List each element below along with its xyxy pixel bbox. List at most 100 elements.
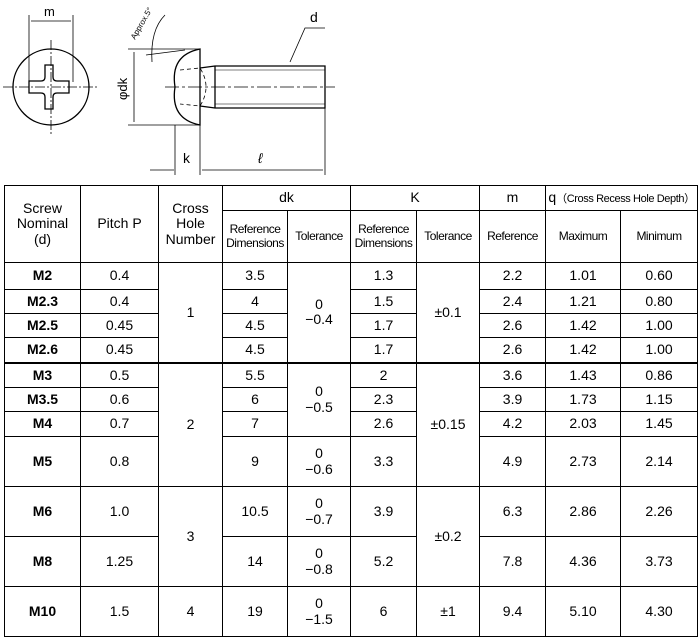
header-k-tol: Tolerance: [416, 210, 481, 263]
header-cross: Cross Hole Number: [158, 185, 223, 263]
dk-tol-upper: 0: [315, 295, 323, 312]
cell-q-max: 1.42: [545, 337, 622, 363]
cell-k-ref: 2.3: [350, 387, 418, 412]
cell-dk-tol: 0 −0.7: [286, 486, 352, 537]
cell-q-min: 3.73: [620, 536, 699, 587]
cell-k-tol: ±0.2: [416, 486, 481, 587]
cell-q-max: 1.01: [545, 262, 622, 290]
cell-dk-ref: 3.5: [222, 262, 288, 290]
table-row: M3 0.5 2 5.5 0 −0.5 2 ±0.15 3.6 1.43 0.86: [4, 361, 699, 487]
cell-k-tol: ±0.1: [416, 262, 481, 363]
cell-m-ref: 2.6: [479, 313, 547, 338]
cell-m-ref: 4.2: [479, 411, 547, 437]
cell-nominal: M5: [4, 436, 81, 487]
header-q-min: Minimum: [620, 210, 699, 263]
cell-q-min: 1.45: [620, 411, 699, 437]
cell-q-min: 1.00: [620, 313, 699, 338]
cell-cross-hole: 3: [158, 486, 223, 587]
cell-k-ref: 1.7: [350, 313, 418, 338]
table-row: M2.6 0.45 4.5 1.7 2.6 1.42 1.00: [4, 337, 699, 363]
cell-q-max: 4.36: [545, 536, 622, 587]
dk-tol-lower: −0.4: [305, 311, 333, 328]
cell-k-ref: 2: [350, 361, 418, 388]
cell-q-min: 2.26: [620, 486, 699, 537]
cell-k-ref: 1.7: [350, 337, 418, 363]
cell-pitch: 0.7: [80, 411, 159, 437]
cell-m-ref: 7.8: [479, 536, 547, 587]
cell-pitch: 0.45: [80, 337, 159, 363]
cell-nominal: M2.3: [4, 289, 81, 314]
cell-dk-ref: 4.5: [222, 313, 288, 338]
cell-k-ref: 6: [350, 586, 418, 637]
table-row: M3.5 0.6 6 2.3 3.9 1.73 1.15: [4, 387, 699, 412]
table-row: M6 1.0 3 10.5 0 −0.7 3.9 ±0.2 6.3 2.86 2.26: [4, 486, 699, 587]
header-nominal: Screw Nominal (d): [4, 185, 81, 263]
cell-nominal: M4: [4, 411, 81, 437]
cross-recess-icon: [28, 64, 70, 110]
header-q-max: Maximum: [545, 210, 622, 263]
cell-dk-ref: 6: [222, 387, 288, 412]
cell-k-tol: ±1: [416, 586, 481, 637]
cell-dk-ref: 9: [222, 436, 288, 487]
cell-pitch: 0.4: [80, 262, 159, 290]
dk-tol-lower: −0.5: [305, 398, 333, 415]
cell-nominal: M3.5: [4, 387, 81, 412]
label-dk: φdk: [115, 77, 130, 100]
cell-k-ref: 3.3: [350, 436, 418, 487]
cell-k-ref: 3.9: [350, 486, 418, 537]
cell-m-ref: 3.6: [479, 361, 547, 388]
cell-k-ref: 5.2: [350, 536, 418, 587]
cell-m-ref: 4.9: [479, 436, 547, 487]
cell-q-min: 2.14: [620, 436, 699, 487]
cell-dk-tol: 0 −0.4: [286, 262, 352, 363]
cell-q-min: 1.15: [620, 387, 699, 412]
header-dk: dk: [221, 185, 352, 211]
label-d: d: [310, 9, 318, 25]
cell-cross-hole: 4: [158, 586, 223, 637]
cell-q-max: 1.73: [545, 387, 622, 412]
cell-cross-hole: 2: [158, 361, 223, 487]
cell-q-max: 2.03: [545, 411, 622, 437]
label-k: k: [183, 150, 191, 166]
cell-pitch: 1.25: [80, 536, 159, 587]
header-K: K: [350, 185, 481, 211]
cell-q-max: 5.10: [545, 586, 622, 637]
cell-pitch: 0.5: [80, 361, 159, 388]
cell-m-ref: 2.2: [479, 262, 547, 290]
cell-dk-ref: 14: [222, 536, 288, 587]
header-k-ref: Reference Dimensions: [350, 210, 418, 263]
cell-q-min: 0.60: [620, 262, 699, 290]
cell-dk-tol: 0 −0.8: [286, 536, 352, 587]
cell-k-ref: 2.6: [350, 411, 418, 437]
cell-dk-ref: 19: [222, 586, 288, 637]
screw-drawing: m d k ℓ φdk Approx.5°: [3, 4, 335, 175]
cell-nominal: M6: [4, 486, 81, 537]
table-row: M2 0.4 1 3.5 0 −0.4 1.3 ±0.1 2.2 1.01 0.60: [4, 262, 699, 363]
cell-pitch: 1.0: [80, 486, 159, 537]
cell-m-ref: 9.4: [479, 586, 547, 637]
header-q: q（Cross Recess Hole Depth）: [545, 185, 699, 211]
dk-tol-upper: 0: [315, 495, 323, 512]
cell-q-max: 1.43: [545, 361, 622, 388]
dk-tol-lower: −0.6: [305, 460, 333, 477]
table-row: M5 0.8 9 0 −0.6 3.3 4.9 2.73 2.14: [4, 436, 699, 487]
dk-tol-lower: −0.8: [305, 560, 333, 577]
cell-m-ref: 2.4: [479, 289, 547, 314]
cell-nominal: M2.5: [4, 313, 81, 338]
dk-tol-lower: −0.7: [305, 510, 333, 527]
cell-q-max: 2.86: [545, 486, 622, 537]
label-angle: Approx.5°: [129, 6, 154, 41]
cell-m-ref: 2.6: [479, 337, 547, 363]
dk-tol-upper: 0: [315, 545, 323, 562]
label-m: m: [44, 4, 55, 19]
cell-dk-ref: 4.5: [222, 337, 288, 363]
cell-q-min: 0.80: [620, 289, 699, 314]
table-row: M2.5 0.45 4.5 1.7 2.6 1.42 1.00: [4, 313, 699, 338]
cell-q-max: 1.21: [545, 289, 622, 314]
cell-dk-ref: 4: [222, 289, 288, 314]
cell-dk-ref: 7: [222, 411, 288, 437]
cell-dk-tol: 0 −1.5: [286, 586, 352, 637]
cell-nominal: M2: [4, 262, 81, 290]
cell-nominal: M10: [4, 586, 81, 637]
cell-q-max: 2.73: [545, 436, 622, 487]
